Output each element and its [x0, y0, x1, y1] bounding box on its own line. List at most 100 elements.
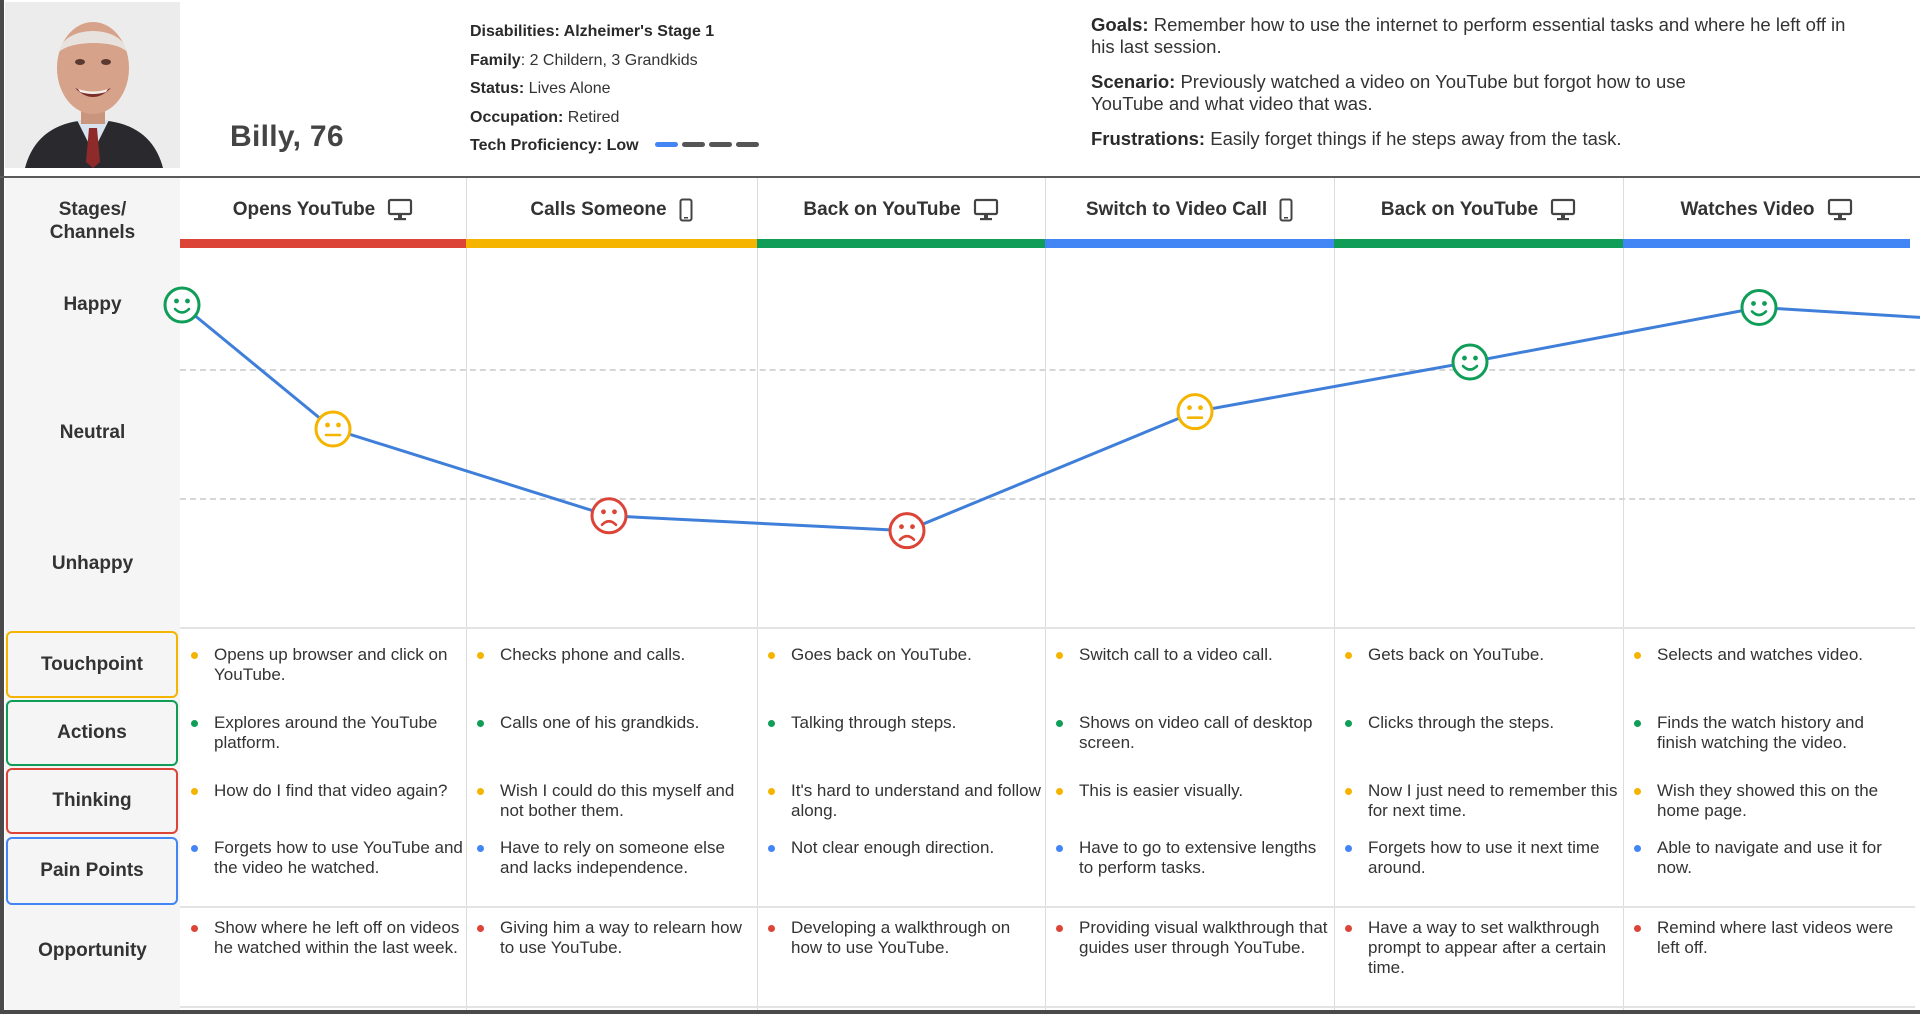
bullet-dot	[191, 925, 198, 932]
stage-header: Switch to Video Call	[1045, 178, 1334, 242]
opportunity-cell: Developing a walkthrough on how to use Y…	[768, 918, 1042, 958]
proficiency-segment	[708, 142, 732, 148]
opportunity-cell: Providing visual walkthrough that guides…	[1056, 918, 1331, 958]
pain-cell: Have to rely on someone else and lacks i…	[477, 838, 754, 878]
stage-column-divider	[1045, 178, 1046, 1010]
pain-cell: Not clear enough direction.	[768, 838, 1042, 858]
scenario-label: Scenario:	[1091, 71, 1176, 92]
bullet-dot	[1634, 720, 1641, 727]
divider-opportunity	[180, 906, 1915, 908]
thinking-text: Wish I could do this myself and not both…	[500, 781, 735, 820]
phone-icon	[1279, 198, 1293, 222]
opportunity-cell: Show where he left off on videos he watc…	[191, 918, 463, 958]
bullet-dot	[1345, 788, 1352, 795]
proficiency-segment	[735, 142, 759, 148]
bullet-dot	[477, 788, 484, 795]
thinking-text: It's hard to understand and follow along…	[791, 781, 1041, 820]
thinking-cell: Now I just need to remember this for nex…	[1345, 781, 1620, 821]
actions-label: Actions	[6, 700, 178, 766]
action-cell: Shows on video call of desktop screen.	[1056, 713, 1331, 753]
frame-header-divider	[0, 176, 1920, 178]
bullet-dot	[768, 788, 775, 795]
opportunity-cell: Remind where last videos were left off.	[1634, 918, 1907, 958]
happy-face-icon	[1740, 288, 1778, 326]
persona-photo	[5, 2, 180, 168]
action-text: Clicks through the steps.	[1368, 713, 1555, 732]
occupation-label: Occupation:	[470, 108, 564, 126]
touchpoint-cell: Goes back on YouTube.	[768, 645, 1042, 665]
bullet-dot	[477, 925, 484, 932]
bullet-dot	[477, 720, 484, 727]
stage-color-bar	[757, 239, 1045, 248]
stages-channels-label: Stages/ Channels	[49, 199, 136, 243]
touchpoint-text: Goes back on YouTube.	[791, 645, 972, 664]
frame-bottom	[0, 1010, 1920, 1014]
pain-cell: Able to navigate and use it for now.	[1634, 838, 1907, 878]
stage-column-divider	[757, 178, 758, 1010]
thinking-cell: Wish I could do this myself and not both…	[477, 781, 754, 821]
tech-row: Tech Proficiency: Low	[470, 132, 759, 161]
bullet-dot	[1634, 652, 1641, 659]
touchpoint-cell: Switch call to a video call.	[1056, 645, 1331, 665]
thinking-text: How do I find that video again?	[214, 781, 448, 800]
thinking-cell: How do I find that video again?	[191, 781, 463, 801]
bullet-dot	[1345, 845, 1352, 852]
bullet-dot	[1634, 925, 1641, 932]
opportunity-text: Remind where last videos were left off.	[1657, 918, 1894, 957]
action-text: Talking through steps.	[791, 713, 957, 732]
frame-left	[0, 0, 4, 1014]
desktop-icon	[1550, 198, 1576, 222]
bullet-dot	[1056, 925, 1063, 932]
bullet-dot	[1056, 652, 1063, 659]
stage-column-divider	[466, 178, 467, 1010]
bullet-dot	[191, 652, 198, 659]
stage-column-divider	[1334, 178, 1335, 1010]
pain-text: Forgets how to use YouTube and the video…	[214, 838, 463, 877]
scenario-value: Previously watched a video on YouTube bu…	[1091, 71, 1686, 114]
bullet-dot	[477, 845, 484, 852]
bullet-dot	[1634, 788, 1641, 795]
stage-header: Calls Someone	[466, 178, 757, 242]
touchpoint-text: Opens up browser and click on YouTube.	[214, 645, 448, 684]
pain-text: Forgets how to use it next time around.	[1368, 838, 1600, 877]
pain-text: Not clear enough direction.	[791, 838, 995, 857]
gridline-happy-neutral	[180, 369, 1915, 371]
bullet-dot	[1345, 720, 1352, 727]
occupation-row: Occupation: Retired	[470, 104, 759, 133]
family-label: Family	[470, 51, 521, 69]
thinking-cell: It's hard to understand and follow along…	[768, 781, 1042, 821]
bullet-dot	[1056, 845, 1063, 852]
occupation-value: Retired	[563, 108, 620, 126]
persona-attributes: Disabilities: Alzheimer's Stage 1 Family…	[470, 18, 759, 161]
pain-text: Able to navigate and use it for now.	[1657, 838, 1882, 877]
action-text: Calls one of his grandkids.	[500, 713, 700, 732]
neutral-face-icon	[1176, 393, 1214, 431]
divider-bottom	[180, 1006, 1915, 1008]
desktop-icon	[973, 198, 999, 222]
family-value: : 2 Childern, 3 Grandkids	[520, 51, 698, 69]
bullet-dot	[768, 925, 775, 932]
frustrations-label: Frustrations:	[1091, 128, 1206, 149]
tech-proficiency-meter	[651, 137, 759, 154]
neutral-label: Neutral	[59, 422, 126, 443]
stage-title: Switch to Video Call	[1085, 199, 1268, 220]
pain-cell: Forgets how to use YouTube and the video…	[191, 838, 463, 878]
opportunity-text: Providing visual walkthrough that guides…	[1079, 918, 1328, 957]
status-label: Status:	[470, 80, 525, 97]
opportunity-text: Have a way to set walkthrough prompt to …	[1368, 918, 1607, 977]
goals-text: Goals: Remember how to use the internet …	[1091, 14, 1871, 58]
bullet-dot	[191, 788, 198, 795]
bullet-dot	[1056, 720, 1063, 727]
stage-title: Opens YouTube	[232, 199, 376, 220]
action-cell: Talking through steps.	[768, 713, 1042, 733]
stage-color-bar	[1045, 239, 1334, 248]
disabilities-row: Disabilities: Alzheimer's Stage 1	[470, 18, 759, 47]
stage-title: Back on YouTube	[1380, 199, 1539, 220]
touchpoint-cell: Selects and watches video.	[1634, 645, 1907, 665]
action-cell: Clicks through the steps.	[1345, 713, 1620, 733]
action-cell: Explores around the YouTube platform.	[191, 713, 463, 753]
touchpoint-label: Touchpoint	[6, 631, 178, 698]
family-row: Family: 2 Childern, 3 Grandkids	[470, 47, 759, 76]
bullet-dot	[191, 845, 198, 852]
